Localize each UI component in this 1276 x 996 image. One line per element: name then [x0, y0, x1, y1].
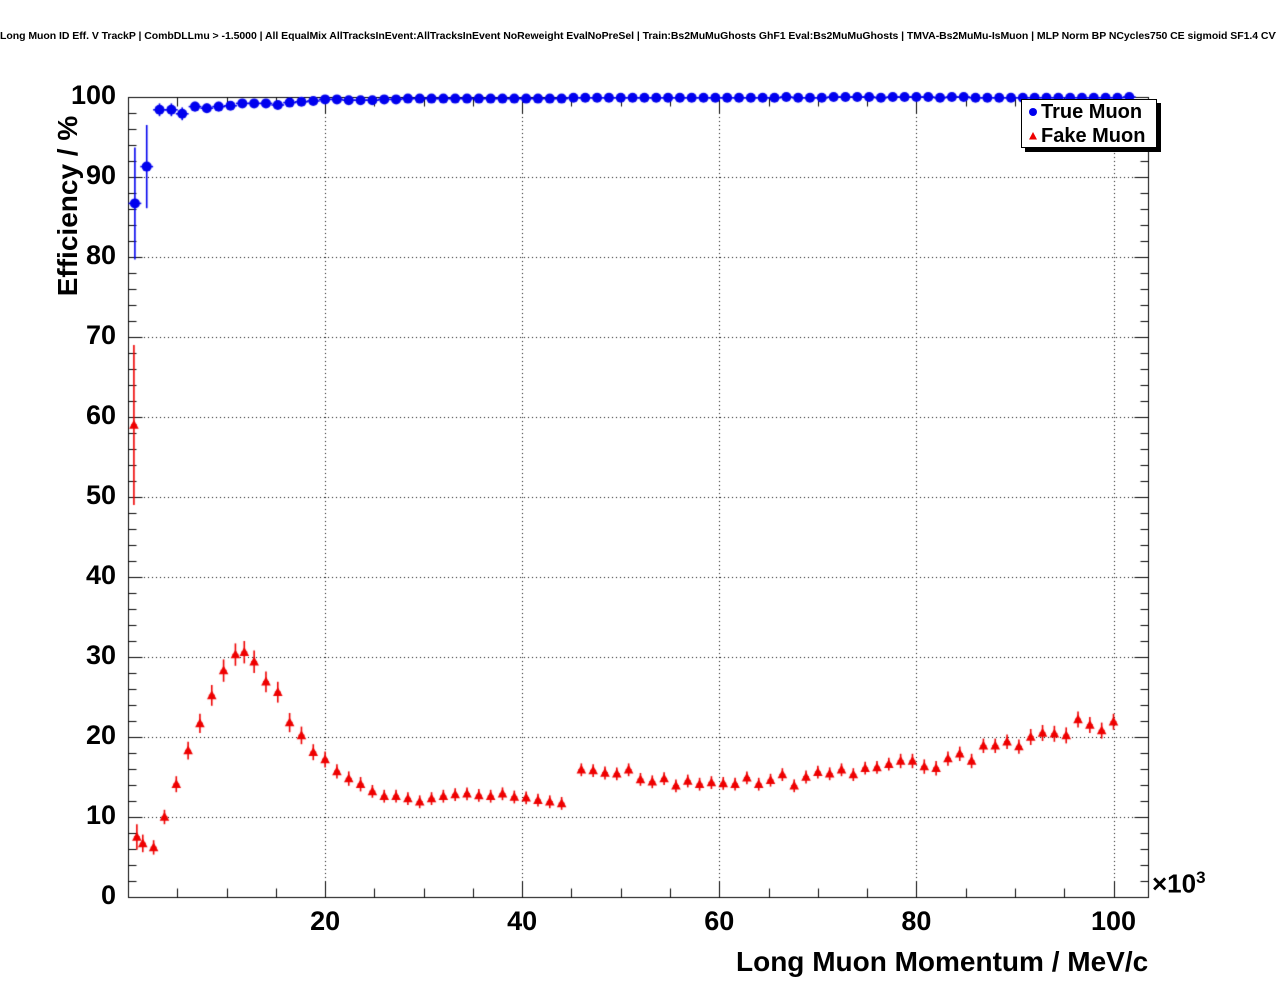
x-tick-label: 100 [1090, 906, 1137, 936]
x-tick-label: 80 [901, 906, 932, 936]
y-tick-label: 10 [85, 800, 116, 830]
y-tick-label: 80 [85, 240, 116, 270]
y-tick-label: 90 [85, 160, 116, 190]
y-axis-title: Efficiency / % [52, 115, 83, 297]
y-tick-label: 60 [85, 400, 116, 430]
y-tick-label: 40 [85, 560, 116, 590]
legend-entry-true-muon[interactable]: True Muon [1022, 100, 1156, 124]
legend-label-fake-muon: Fake Muon [1041, 125, 1146, 147]
legend-label-true-muon: True Muon [1041, 101, 1143, 123]
triangle-marker-icon [1025, 130, 1041, 142]
y-tick-label: 70 [85, 320, 116, 350]
x-tick-label: 40 [507, 906, 538, 936]
legend-entry-fake-muon[interactable]: Fake Muon [1022, 124, 1156, 148]
x-axis-exponent-label: ×103 [1152, 868, 1206, 900]
y-tick-label: 20 [85, 720, 116, 750]
circle-marker-icon [1025, 106, 1041, 118]
x-axis-title: Long Muon Momentum / MeV/c [736, 946, 1149, 977]
chart-legend: True Muon Fake Muon [1021, 99, 1157, 148]
x-axis-exponent-base: ×10 [1152, 868, 1197, 899]
x-axis-exponent-power: 3 [1196, 868, 1206, 887]
x-tick-label: 60 [704, 906, 735, 936]
x-tick-label: 20 [310, 906, 341, 936]
y-tick-label: 100 [70, 80, 116, 110]
y-tick-label: 0 [100, 880, 116, 910]
y-tick-label: 30 [85, 640, 116, 670]
y-tick-label: 50 [85, 480, 116, 510]
